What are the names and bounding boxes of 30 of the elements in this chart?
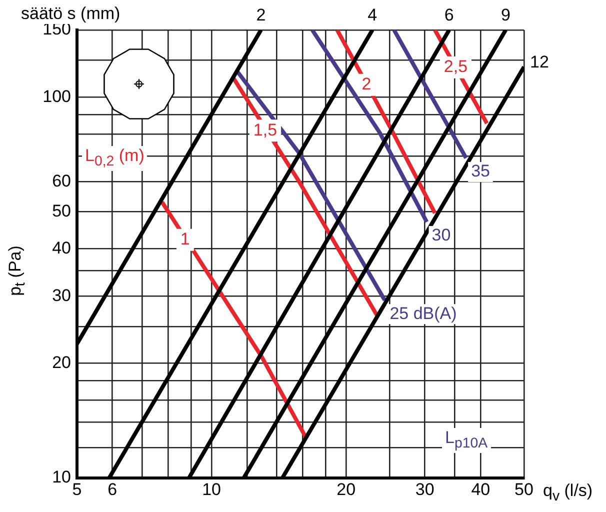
series-label: 30	[432, 226, 451, 245]
x-tick-label: 30	[415, 480, 434, 499]
series-label: 25 dB(A)	[390, 304, 457, 323]
series-label: 2,5	[444, 57, 468, 76]
x-tick-label: 6	[108, 480, 118, 499]
y-tick-label: 20	[52, 353, 71, 372]
series-label: 12	[530, 52, 549, 72]
y-tick-label: 60	[52, 171, 71, 190]
text: säätö s (mm)	[18, 4, 124, 24]
series-label: 4	[368, 6, 378, 25]
series-label: 6	[444, 6, 454, 25]
x-axis-title: q$_{v}$ (l/s)	[543, 481, 593, 506]
y-tick-label: 10	[52, 468, 71, 487]
annotation: L$_{p10A}$	[442, 428, 491, 454]
y-tick-label: 100	[42, 86, 71, 106]
series-label: 2	[256, 6, 266, 25]
series-label: 1	[180, 230, 190, 249]
series-label: 35	[471, 162, 490, 181]
y-tick-label: 40	[52, 238, 71, 258]
x-tick-label: 50	[514, 480, 534, 499]
y-tick-label: 30	[52, 286, 71, 305]
x-tick-label: 20	[336, 480, 356, 499]
series-label: 9	[500, 6, 510, 25]
x-tick-label: 10	[202, 480, 222, 499]
y-tick-label: 50	[52, 201, 71, 220]
x-tick-label: 5	[72, 480, 82, 499]
annotation: L$_{0,2}$ (m)	[82, 146, 148, 172]
series-label: 2	[362, 74, 372, 94]
x-tick-label: 40	[471, 480, 490, 499]
series-label: 1,5	[253, 120, 278, 140]
